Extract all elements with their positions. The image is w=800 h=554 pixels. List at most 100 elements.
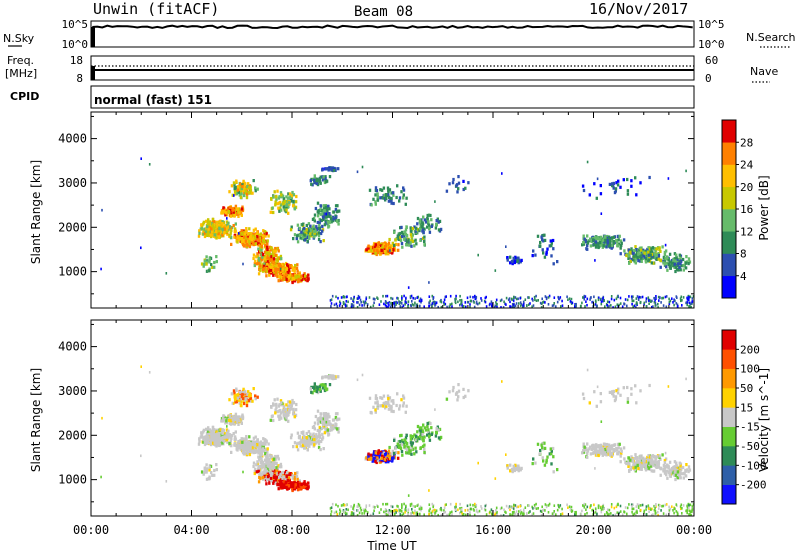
velocity-cell [394, 450, 397, 454]
power-cell [287, 192, 290, 196]
power-cell [662, 255, 666, 259]
power-cell [434, 226, 438, 230]
power-cell [534, 253, 537, 257]
power-cell [539, 301, 542, 305]
velocity-cell [397, 456, 400, 460]
power-cell [684, 261, 688, 265]
power-cell [254, 189, 257, 193]
velocity-cell [230, 422, 233, 426]
power-cell [647, 251, 650, 255]
power-cell [615, 181, 618, 185]
power-cell [309, 224, 312, 228]
y-tick-label: 3000 [58, 176, 87, 190]
velocity-cell [317, 439, 321, 443]
power-cell [440, 300, 443, 304]
power-cell [645, 305, 648, 308]
power-cell [396, 184, 399, 188]
velocity-cell [197, 442, 201, 446]
power-cell [385, 294, 387, 298]
power-cell [528, 296, 530, 299]
power-cell [388, 304, 390, 307]
power-cell [270, 265, 273, 269]
power-cell [420, 298, 423, 302]
power-cell [345, 300, 348, 303]
velocity-cell [313, 443, 316, 447]
power-cell [313, 235, 316, 239]
power-cell [307, 273, 310, 277]
velocity-cell [218, 434, 221, 439]
nave-label: Nave [750, 65, 778, 78]
power-cell [622, 238, 626, 242]
power-cell [271, 263, 274, 267]
power-cell [400, 230, 404, 234]
power-cell [384, 242, 387, 246]
power-cell [383, 249, 386, 254]
power-cell [448, 182, 451, 186]
power-cell [220, 229, 224, 234]
power-cell [100, 267, 102, 271]
velocity-cell [251, 399, 254, 403]
power-cell [690, 305, 692, 308]
velocity-cell [295, 483, 299, 487]
power-cell [198, 231, 201, 235]
velocity-cell [317, 417, 320, 421]
power-cell [686, 301, 689, 304]
velocity-cell [319, 389, 322, 393]
velocity-cell [286, 472, 290, 477]
power-cell [616, 303, 619, 306]
velocity-cell [306, 487, 309, 491]
power-cell [326, 204, 329, 208]
power-cell [336, 219, 339, 223]
power-cell [551, 304, 554, 307]
velocity-cell [210, 439, 214, 443]
power-cell [668, 302, 671, 306]
velocity-cell [282, 405, 286, 409]
velocity-cell [254, 441, 258, 445]
power-cell [205, 260, 208, 264]
power-cell [506, 256, 509, 260]
power-cell [363, 302, 366, 305]
velocity-cell [264, 466, 267, 470]
power-cell [293, 233, 297, 237]
power-cell [657, 306, 659, 308]
power-cell [233, 194, 235, 197]
power-cell [607, 235, 611, 239]
colorbar-swatch [722, 164, 736, 188]
power-cell [278, 209, 281, 213]
power-cell [595, 238, 598, 242]
power-cell [347, 300, 349, 304]
power-cell [533, 295, 536, 299]
velocity-cell [289, 436, 293, 440]
power-cell [249, 188, 253, 193]
power-cell [675, 302, 678, 305]
velocity-cell [273, 398, 276, 402]
power-cell [203, 234, 207, 239]
velocity-cell [317, 442, 321, 446]
power-cell [200, 223, 203, 227]
velocity-cell [325, 388, 328, 392]
power-cell [380, 188, 384, 192]
velocity-cell [292, 407, 295, 411]
freq-tick-low: 8 [76, 72, 83, 85]
power-cell [418, 299, 421, 303]
power-cell [298, 233, 302, 237]
power-cell [228, 206, 231, 210]
velocity-cell [247, 394, 251, 398]
power-cell [582, 188, 586, 193]
power-cell [675, 295, 678, 298]
power-cell [584, 240, 588, 244]
power-cell [658, 246, 661, 250]
power-cell [653, 300, 656, 304]
power-cell [300, 278, 303, 282]
power-cell [236, 188, 240, 192]
power-cell [600, 302, 603, 306]
power-cell [639, 296, 642, 299]
power-cell [272, 210, 275, 215]
power-cell [682, 296, 685, 299]
power-cell [647, 253, 651, 257]
power-cell [357, 297, 359, 300]
velocity-cell [229, 439, 232, 443]
velocity-cell [386, 454, 389, 458]
velocity-cell [328, 415, 331, 419]
power-cell [529, 302, 531, 305]
